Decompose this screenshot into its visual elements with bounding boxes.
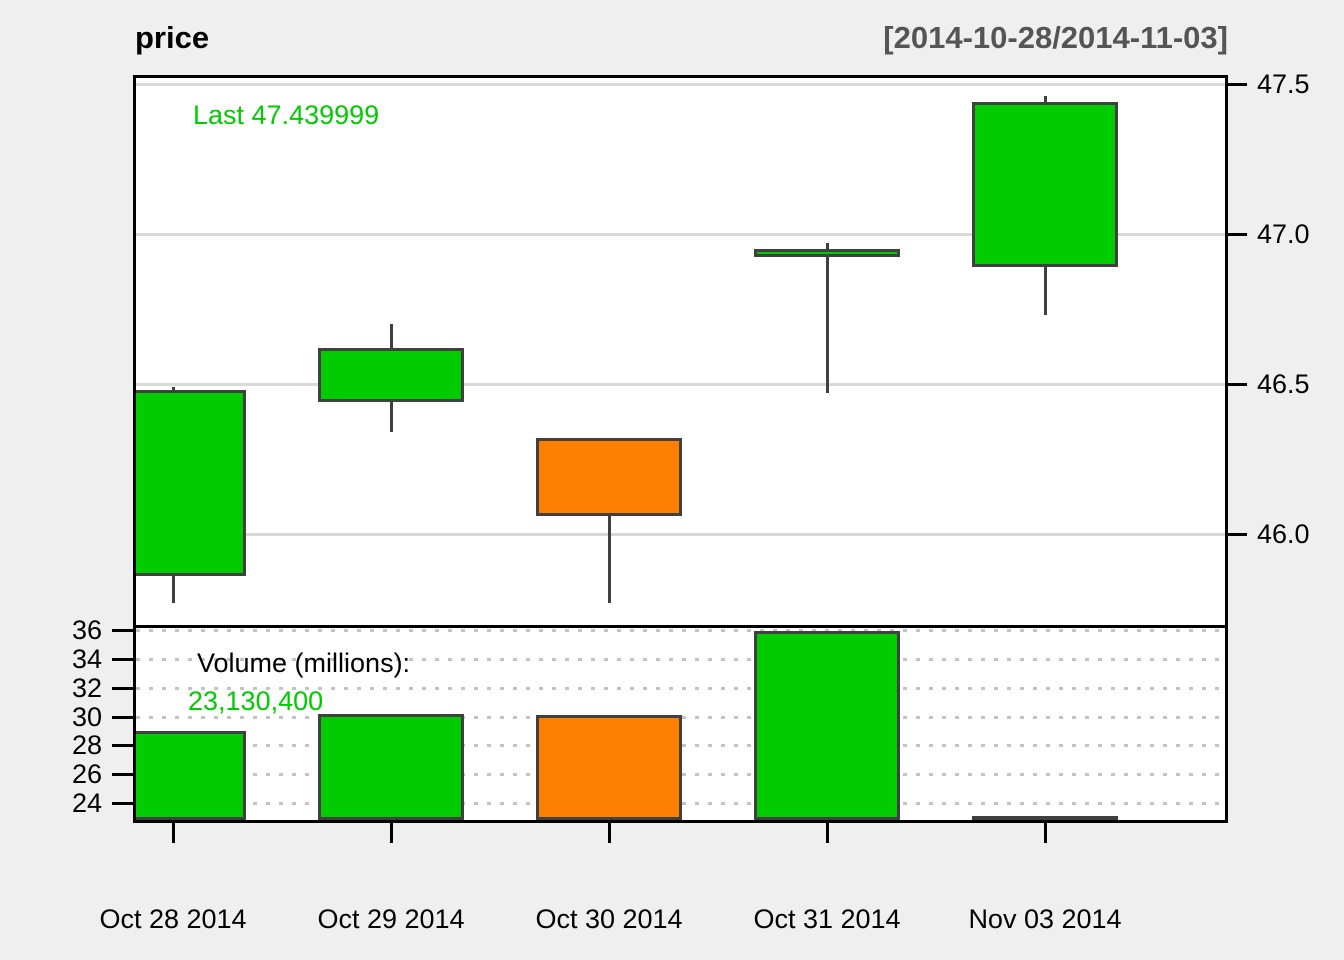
volume-axis-tick — [112, 773, 133, 777]
price-grid-line — [136, 233, 1225, 236]
volume-axis-tick — [112, 802, 133, 805]
x-axis-date-label: Oct 31 2014 — [753, 904, 901, 934]
x-axis-date-label: Oct 29 2014 — [317, 904, 465, 934]
volume-bar — [754, 631, 900, 820]
x-axis-tick — [172, 823, 175, 843]
volume-axis-tick-label: 30 — [71, 701, 102, 732]
price-grid-line — [136, 383, 1225, 386]
price-axis-tick — [1228, 533, 1247, 536]
volume-axis-tick — [112, 686, 133, 690]
last-price-label: Last 47.439999 — [193, 100, 380, 130]
volume-axis-tick-label: 24 — [71, 788, 102, 818]
volume-axis-tick — [112, 744, 133, 748]
x-axis-tick — [1044, 823, 1047, 843]
volume-axis-tick — [112, 715, 133, 719]
volume-bar — [972, 815, 1118, 820]
x-axis-tick — [608, 823, 611, 843]
candle-body — [318, 348, 464, 402]
candle-wick — [826, 243, 829, 393]
price-axis-tick — [1228, 83, 1247, 86]
volume-bar — [536, 715, 682, 820]
volume-axis-tick — [112, 657, 133, 661]
x-axis-date-label: Oct 28 2014 — [99, 904, 247, 934]
x-axis-date-label: Nov 03 2014 — [968, 904, 1122, 934]
candle-body — [754, 249, 900, 257]
chart-date-range: [2014-10-28/2014-11-03] — [883, 20, 1228, 55]
volume-grid-line — [136, 686, 1225, 690]
volume-axis-tick-label: 34 — [71, 643, 102, 674]
x-axis-tick — [826, 823, 829, 843]
price-axis-tick-label: 46.0 — [1257, 519, 1310, 549]
volume-axis-tick — [112, 629, 133, 632]
candle-body — [536, 438, 682, 516]
price-axis-tick — [1228, 383, 1247, 386]
x-axis-date-label: Oct 30 2014 — [535, 904, 683, 934]
volume-axis-tick-label: 28 — [71, 730, 102, 761]
volume-panel — [133, 625, 1228, 823]
price-panel — [133, 75, 1228, 628]
volume-axis-tick-label: 32 — [71, 672, 102, 703]
price-axis-tick — [1228, 233, 1247, 236]
price-axis-tick-label: 47.5 — [1257, 69, 1310, 99]
price-axis-tick-label: 47.0 — [1257, 219, 1310, 249]
volume-value-label: 23,130,400 — [188, 686, 324, 716]
candle-body — [972, 102, 1118, 267]
candle-wick — [608, 438, 611, 603]
volume-title-label: Volume (millions): — [197, 648, 411, 678]
price-axis-tick-label: 46.5 — [1257, 369, 1310, 399]
volume-grid-line — [136, 629, 1225, 632]
volume-grid-line — [136, 657, 1225, 661]
volume-axis-tick-label: 36 — [71, 615, 102, 645]
volume-axis-tick-label: 26 — [71, 759, 102, 790]
volume-bar — [318, 713, 464, 820]
price-grid-line — [136, 533, 1225, 536]
chart-title: price — [135, 20, 210, 55]
price-grid-line — [136, 83, 1225, 86]
candle-body — [136, 390, 246, 576]
volume-bar — [136, 730, 246, 820]
x-axis-tick — [390, 823, 393, 843]
